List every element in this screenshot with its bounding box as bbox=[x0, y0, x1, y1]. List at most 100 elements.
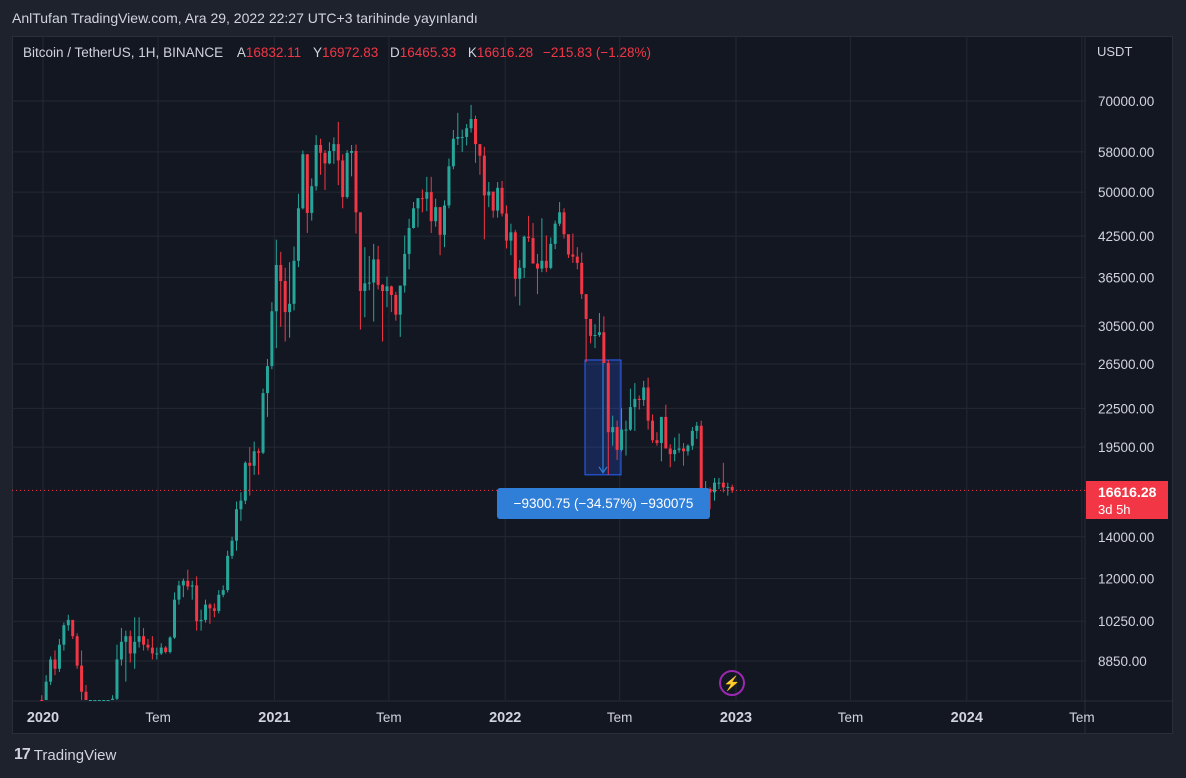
candle-body bbox=[217, 594, 221, 611]
measure-tool[interactable] bbox=[584, 359, 622, 476]
legend-symbol[interactable]: Bitcoin / TetherUS, 1H, BINANCE bbox=[23, 45, 224, 60]
candle-body bbox=[323, 152, 327, 164]
candle-body bbox=[102, 700, 106, 701]
candle bbox=[460, 129, 464, 152]
candle bbox=[358, 212, 362, 330]
candle bbox=[137, 617, 141, 648]
candle bbox=[420, 189, 424, 213]
candle-body bbox=[336, 144, 340, 161]
candle-body bbox=[682, 448, 686, 452]
candle-body bbox=[332, 144, 336, 151]
candle bbox=[606, 359, 610, 475]
candle bbox=[491, 191, 495, 218]
candle-body bbox=[469, 118, 473, 129]
candle-body bbox=[80, 665, 84, 692]
x-tick-label: 2021 bbox=[258, 710, 290, 726]
candle-body bbox=[234, 509, 238, 541]
candle-body bbox=[186, 580, 190, 587]
candle bbox=[695, 421, 699, 439]
candle bbox=[257, 448, 261, 475]
candle-body bbox=[71, 619, 75, 637]
legend-change: −215.83 (−1.28%) bbox=[542, 45, 652, 60]
y-tick-label: 42500.00 bbox=[1098, 229, 1154, 244]
candle bbox=[345, 150, 349, 199]
candle-body bbox=[730, 486, 734, 491]
candle-body bbox=[549, 243, 553, 268]
candle bbox=[248, 447, 252, 496]
candle bbox=[199, 609, 203, 631]
candle bbox=[637, 395, 641, 410]
candle bbox=[71, 619, 75, 639]
candle-body bbox=[655, 440, 659, 443]
candle bbox=[646, 377, 650, 430]
candle-body bbox=[482, 155, 486, 196]
candle bbox=[133, 617, 137, 669]
y-axis-unit: USDT bbox=[1097, 44, 1132, 59]
candle-body bbox=[252, 451, 256, 466]
candle-body bbox=[319, 145, 323, 153]
candle-body bbox=[500, 187, 504, 214]
candle-body bbox=[513, 232, 517, 279]
candle-body bbox=[398, 285, 402, 315]
candle-body bbox=[615, 427, 619, 450]
measure-result-label[interactable]: −9300.75 (−34.57%) −930075 bbox=[497, 488, 710, 519]
candle bbox=[150, 636, 154, 660]
candle bbox=[482, 146, 486, 240]
candle bbox=[44, 675, 48, 700]
candle bbox=[726, 482, 730, 496]
candle bbox=[615, 420, 619, 460]
candle bbox=[580, 252, 584, 299]
candle bbox=[549, 237, 553, 270]
candle-body bbox=[531, 238, 535, 264]
candle-body bbox=[208, 604, 212, 609]
candle bbox=[624, 420, 628, 456]
candle-body bbox=[522, 236, 526, 268]
candle-body bbox=[589, 318, 593, 336]
candle-body bbox=[571, 254, 575, 257]
candle bbox=[115, 644, 119, 700]
candle-body bbox=[673, 449, 677, 455]
candle bbox=[212, 603, 216, 618]
candle bbox=[332, 137, 336, 164]
candle bbox=[270, 302, 274, 370]
candle-body bbox=[487, 191, 491, 196]
candle bbox=[142, 627, 146, 651]
candle-body bbox=[566, 234, 570, 255]
candle-body bbox=[314, 145, 318, 187]
candle bbox=[367, 255, 371, 291]
candle-body bbox=[93, 700, 97, 701]
tradingview-logo[interactable]: 17 TradingView bbox=[14, 746, 116, 764]
candle-body bbox=[412, 208, 416, 228]
candle-body bbox=[429, 192, 433, 222]
candle bbox=[597, 312, 601, 337]
candle-body bbox=[677, 448, 681, 450]
candle bbox=[558, 202, 562, 227]
candle-body bbox=[456, 136, 460, 139]
candle bbox=[584, 294, 588, 362]
candle-body bbox=[341, 160, 345, 198]
candle-body bbox=[310, 186, 314, 213]
candle bbox=[376, 245, 380, 290]
candle bbox=[283, 267, 287, 342]
legend-open-value: 16832.11 bbox=[245, 45, 302, 60]
candle-body bbox=[288, 303, 292, 313]
candle-body bbox=[195, 585, 199, 622]
y-tick-label: 50000.00 bbox=[1098, 185, 1154, 200]
candle-body bbox=[420, 198, 424, 200]
y-tick-label: 22500.00 bbox=[1098, 401, 1154, 416]
candle bbox=[655, 432, 659, 446]
candle bbox=[571, 233, 575, 263]
candle-body bbox=[345, 152, 349, 198]
candle bbox=[372, 243, 376, 322]
legend-close-label: K bbox=[467, 45, 477, 60]
candle-body bbox=[376, 259, 380, 285]
x-tick-label: 2023 bbox=[720, 710, 752, 726]
candle-body bbox=[597, 332, 601, 335]
candle-body bbox=[354, 150, 358, 213]
candle-body bbox=[133, 641, 137, 654]
candle-body bbox=[44, 681, 48, 700]
lightning-icon[interactable]: ⚡ bbox=[719, 670, 745, 696]
candle bbox=[181, 578, 185, 598]
candle-body bbox=[646, 387, 650, 421]
